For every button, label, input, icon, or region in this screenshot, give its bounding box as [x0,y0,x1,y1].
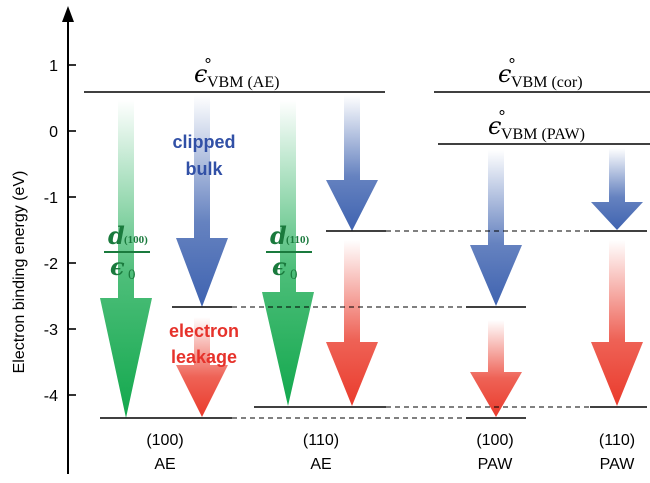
d110-numerator-subscript: (110) [286,234,310,246]
vbm-ae-subscript: VBM (AE) [207,74,279,91]
y-axis-ticks: 1 0 -1 -2 -3 -4 [44,58,76,405]
y-axis-arrowhead [62,6,74,22]
electron-label: electron [169,321,239,341]
leakage-label: leakage [171,347,237,367]
vbm-ae-symbol: ϵ [194,60,207,88]
d110-numerator: d [270,221,287,250]
blue-arrow-ae110 [326,95,378,231]
column-label-top: (110) [303,432,339,449]
column-labels: (100) AE (110) AE (100) PAW (110) PAW [146,432,635,473]
vbm-cor-symbol: ϵ [498,60,511,88]
vbm-paw-symbol: ϵ [488,112,501,140]
red-arrow-paw100 [470,320,522,417]
column-label-bottom: PAW [600,456,636,473]
vbm-ae-superscript: ∘ [203,52,213,69]
column-label-top: (110) [599,432,635,449]
d100-denominator: ϵ [110,252,125,281]
vbm-paw-subscript: VBM (PAW) [501,126,585,143]
blue-arrow-paw110 [591,148,643,230]
y-axis-label: Electron binding energy (eV) [11,171,28,374]
red-arrow-ae100 [176,317,228,417]
arrows [100,95,643,418]
vbm-cor-subscript: VBM (cor) [511,74,583,91]
d110-denominator-subscript: 0 [290,267,298,283]
d100-denominator-subscript: 0 [128,267,136,283]
d100-numerator: d [108,221,125,250]
column-label-bottom: PAW [478,456,514,473]
y-tick-label: -1 [44,190,58,207]
bulk-label: bulk [185,159,223,179]
y-tick-label: 1 [49,58,58,75]
y-tick-label: 0 [49,124,58,141]
d100-fraction: d (100) ϵ 0 [104,221,150,283]
vbm-ae-label: ϵ ∘ VBM (AE) [194,52,279,91]
red-arrow-ae110 [326,240,378,406]
d110-fraction: d (110) ϵ 0 [266,221,312,283]
vbm-paw-superscript: ∘ [497,104,507,121]
green-arrow-ae100 [100,100,152,418]
clipped-label: clipped [172,132,235,152]
column-label-bottom: AE [310,456,331,473]
column-label-top: (100) [146,432,183,449]
column-label-bottom: AE [154,456,175,473]
column-label-top: (100) [476,432,513,449]
y-tick-label: -2 [44,256,58,273]
red-arrow-paw110 [591,240,643,406]
vbm-cor-superscript: ∘ [507,52,517,69]
level-lines [84,91,650,419]
y-tick-label: -4 [44,388,58,405]
y-tick-label: -3 [44,322,58,339]
blue-arrow-paw100 [470,150,522,306]
d100-numerator-subscript: (100) [124,234,148,246]
vbm-paw-label: ϵ ∘ VBM (PAW) [488,104,585,143]
vbm-cor-label: ϵ ∘ VBM (cor) [498,52,583,91]
blue-arrow-ae100 [176,95,228,307]
d110-denominator: ϵ [272,252,287,281]
